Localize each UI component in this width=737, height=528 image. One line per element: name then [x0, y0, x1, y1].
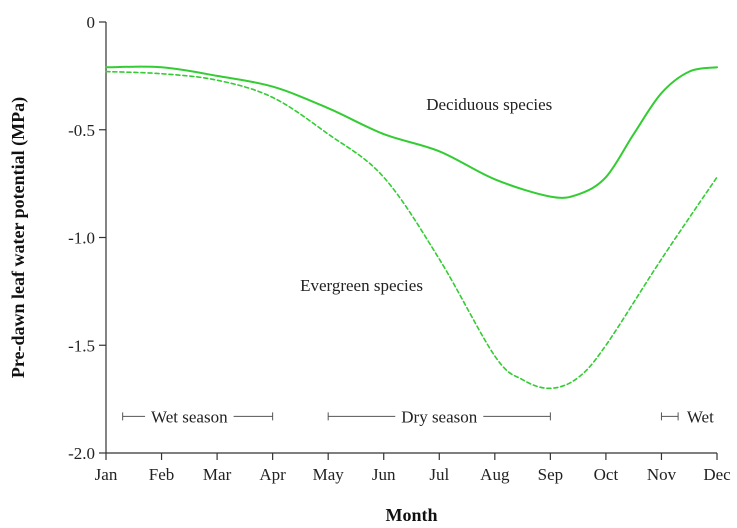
y-tick-label: -0.5 [68, 121, 95, 140]
series-annotation: Deciduous species [426, 95, 552, 114]
y-axis-title: Pre-dawn leaf water potential (MPa) [8, 97, 29, 378]
series-line-evergreen [105, 70, 718, 390]
x-tick-label: Jul [429, 465, 449, 484]
x-tick-label: Nov [647, 465, 677, 484]
x-tick-label: Jun [372, 465, 396, 484]
x-tick-label: Oct [594, 465, 619, 484]
series-annotation: Evergreen species [300, 276, 423, 295]
x-tick-label: Apr [259, 465, 286, 484]
season-label: Wet [687, 407, 714, 426]
series-layer [105, 65, 718, 390]
series-line-deciduous [105, 65, 718, 199]
x-tick-label: Aug [480, 465, 510, 484]
season-label: Wet season [151, 407, 228, 426]
x-tick-label: Jan [95, 465, 118, 484]
x-tick-label: Feb [149, 465, 175, 484]
x-tick-label: Mar [203, 465, 232, 484]
y-tick-label: -2.0 [68, 444, 95, 463]
x-tick-label: Dec [703, 465, 731, 484]
annotation-layer: Deciduous species Evergreen species [300, 95, 552, 295]
y-tick-label: 0 [87, 13, 96, 32]
x-axis-title: Month [385, 505, 437, 525]
x-tick-label: May [313, 465, 345, 484]
x-tick-label: Sep [538, 465, 564, 484]
season-label: Dry season [401, 407, 478, 426]
y-tick-label: -1.5 [68, 336, 95, 355]
season-layer: Wet season Dry season Wet [122, 407, 714, 426]
y-tick-label: -1.0 [68, 229, 95, 248]
